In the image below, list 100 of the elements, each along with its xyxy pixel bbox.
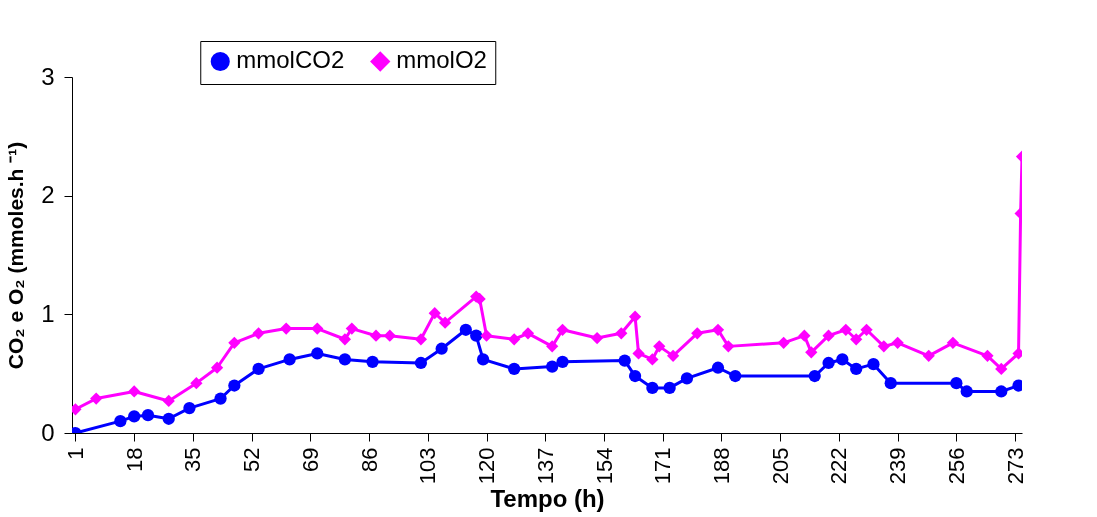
point [90,392,103,405]
x-tick-label: 154 [591,447,617,485]
point [508,333,521,346]
point [729,369,742,383]
point [128,385,141,398]
point [521,327,535,340]
point [114,415,127,428]
x-tick-label: 273 [1002,447,1028,485]
x-tick-label: 52 [239,447,265,472]
legend-label: mmolO2 [396,46,487,74]
x-tick-label: 239 [885,447,911,485]
y-tick-label: 3 [41,62,55,90]
point [653,340,666,353]
point [210,361,224,374]
y-axis-title: CO₂ e O₂ (mmoles.h ⁻¹) [4,141,28,370]
point [663,381,676,395]
point [711,361,725,374]
point [798,329,811,342]
point [311,347,324,360]
x-tick-label: 256 [943,447,969,485]
point [867,358,880,371]
x-tick-label: 69 [297,447,323,472]
point [162,412,175,425]
x-tick-label: 86 [356,447,382,472]
point [546,340,559,353]
point [946,336,960,349]
x-tick-label: 1 [62,447,88,460]
point [691,327,704,340]
x-tick-label: 188 [708,447,734,485]
point [891,336,904,349]
point [283,353,296,366]
point [839,323,852,336]
point [995,385,1008,398]
point [822,356,835,370]
point [383,329,396,342]
point [860,323,873,336]
point [922,349,935,362]
point [228,379,241,392]
point [228,336,241,349]
point [850,362,863,376]
point [214,392,227,405]
point [628,310,642,323]
point [435,342,448,355]
point [805,346,818,359]
x-tick-label: 18 [121,447,147,472]
point [711,323,725,336]
point [546,360,559,373]
point [470,329,483,342]
point [680,372,694,385]
point [666,349,680,362]
point [618,354,631,367]
point [590,331,604,345]
point [960,385,973,398]
point [808,369,821,383]
point [183,401,196,415]
x-tick-label: 222 [826,447,852,485]
x-tick-label: 205 [767,447,793,485]
point [345,322,358,335]
point [311,322,324,335]
point [128,410,141,423]
point [338,353,352,366]
legend-label: mmolCO2 [236,46,345,74]
point [438,316,452,329]
point [646,353,659,366]
point [615,327,628,340]
x-tick-label: 103 [415,447,441,485]
point [459,323,472,336]
x-tick-label: 171 [650,447,676,485]
point [366,355,379,368]
x-axis-title: Tempo (h) [490,485,605,513]
point [428,307,441,320]
point [556,323,569,336]
point [480,329,493,342]
point [884,377,897,390]
point [508,362,521,376]
point [836,353,849,366]
point [822,329,835,342]
point [476,353,490,366]
point [162,394,175,408]
point [777,336,790,349]
point [722,340,735,353]
point [141,409,155,422]
x-tick-label: 35 [180,447,206,472]
point [338,333,352,346]
point [950,377,963,390]
x-tick-label: 137 [532,447,558,485]
point [414,356,428,370]
point [252,362,265,376]
point [995,362,1008,376]
point [632,347,645,360]
point [877,340,890,353]
point [628,369,642,383]
point [556,355,569,368]
y-tick-label: 2 [41,181,55,209]
point [646,381,659,395]
x-tick-label: 120 [474,447,500,485]
point [981,349,994,362]
point [850,333,863,346]
y-tick-label: 1 [41,299,55,327]
point [414,333,428,346]
